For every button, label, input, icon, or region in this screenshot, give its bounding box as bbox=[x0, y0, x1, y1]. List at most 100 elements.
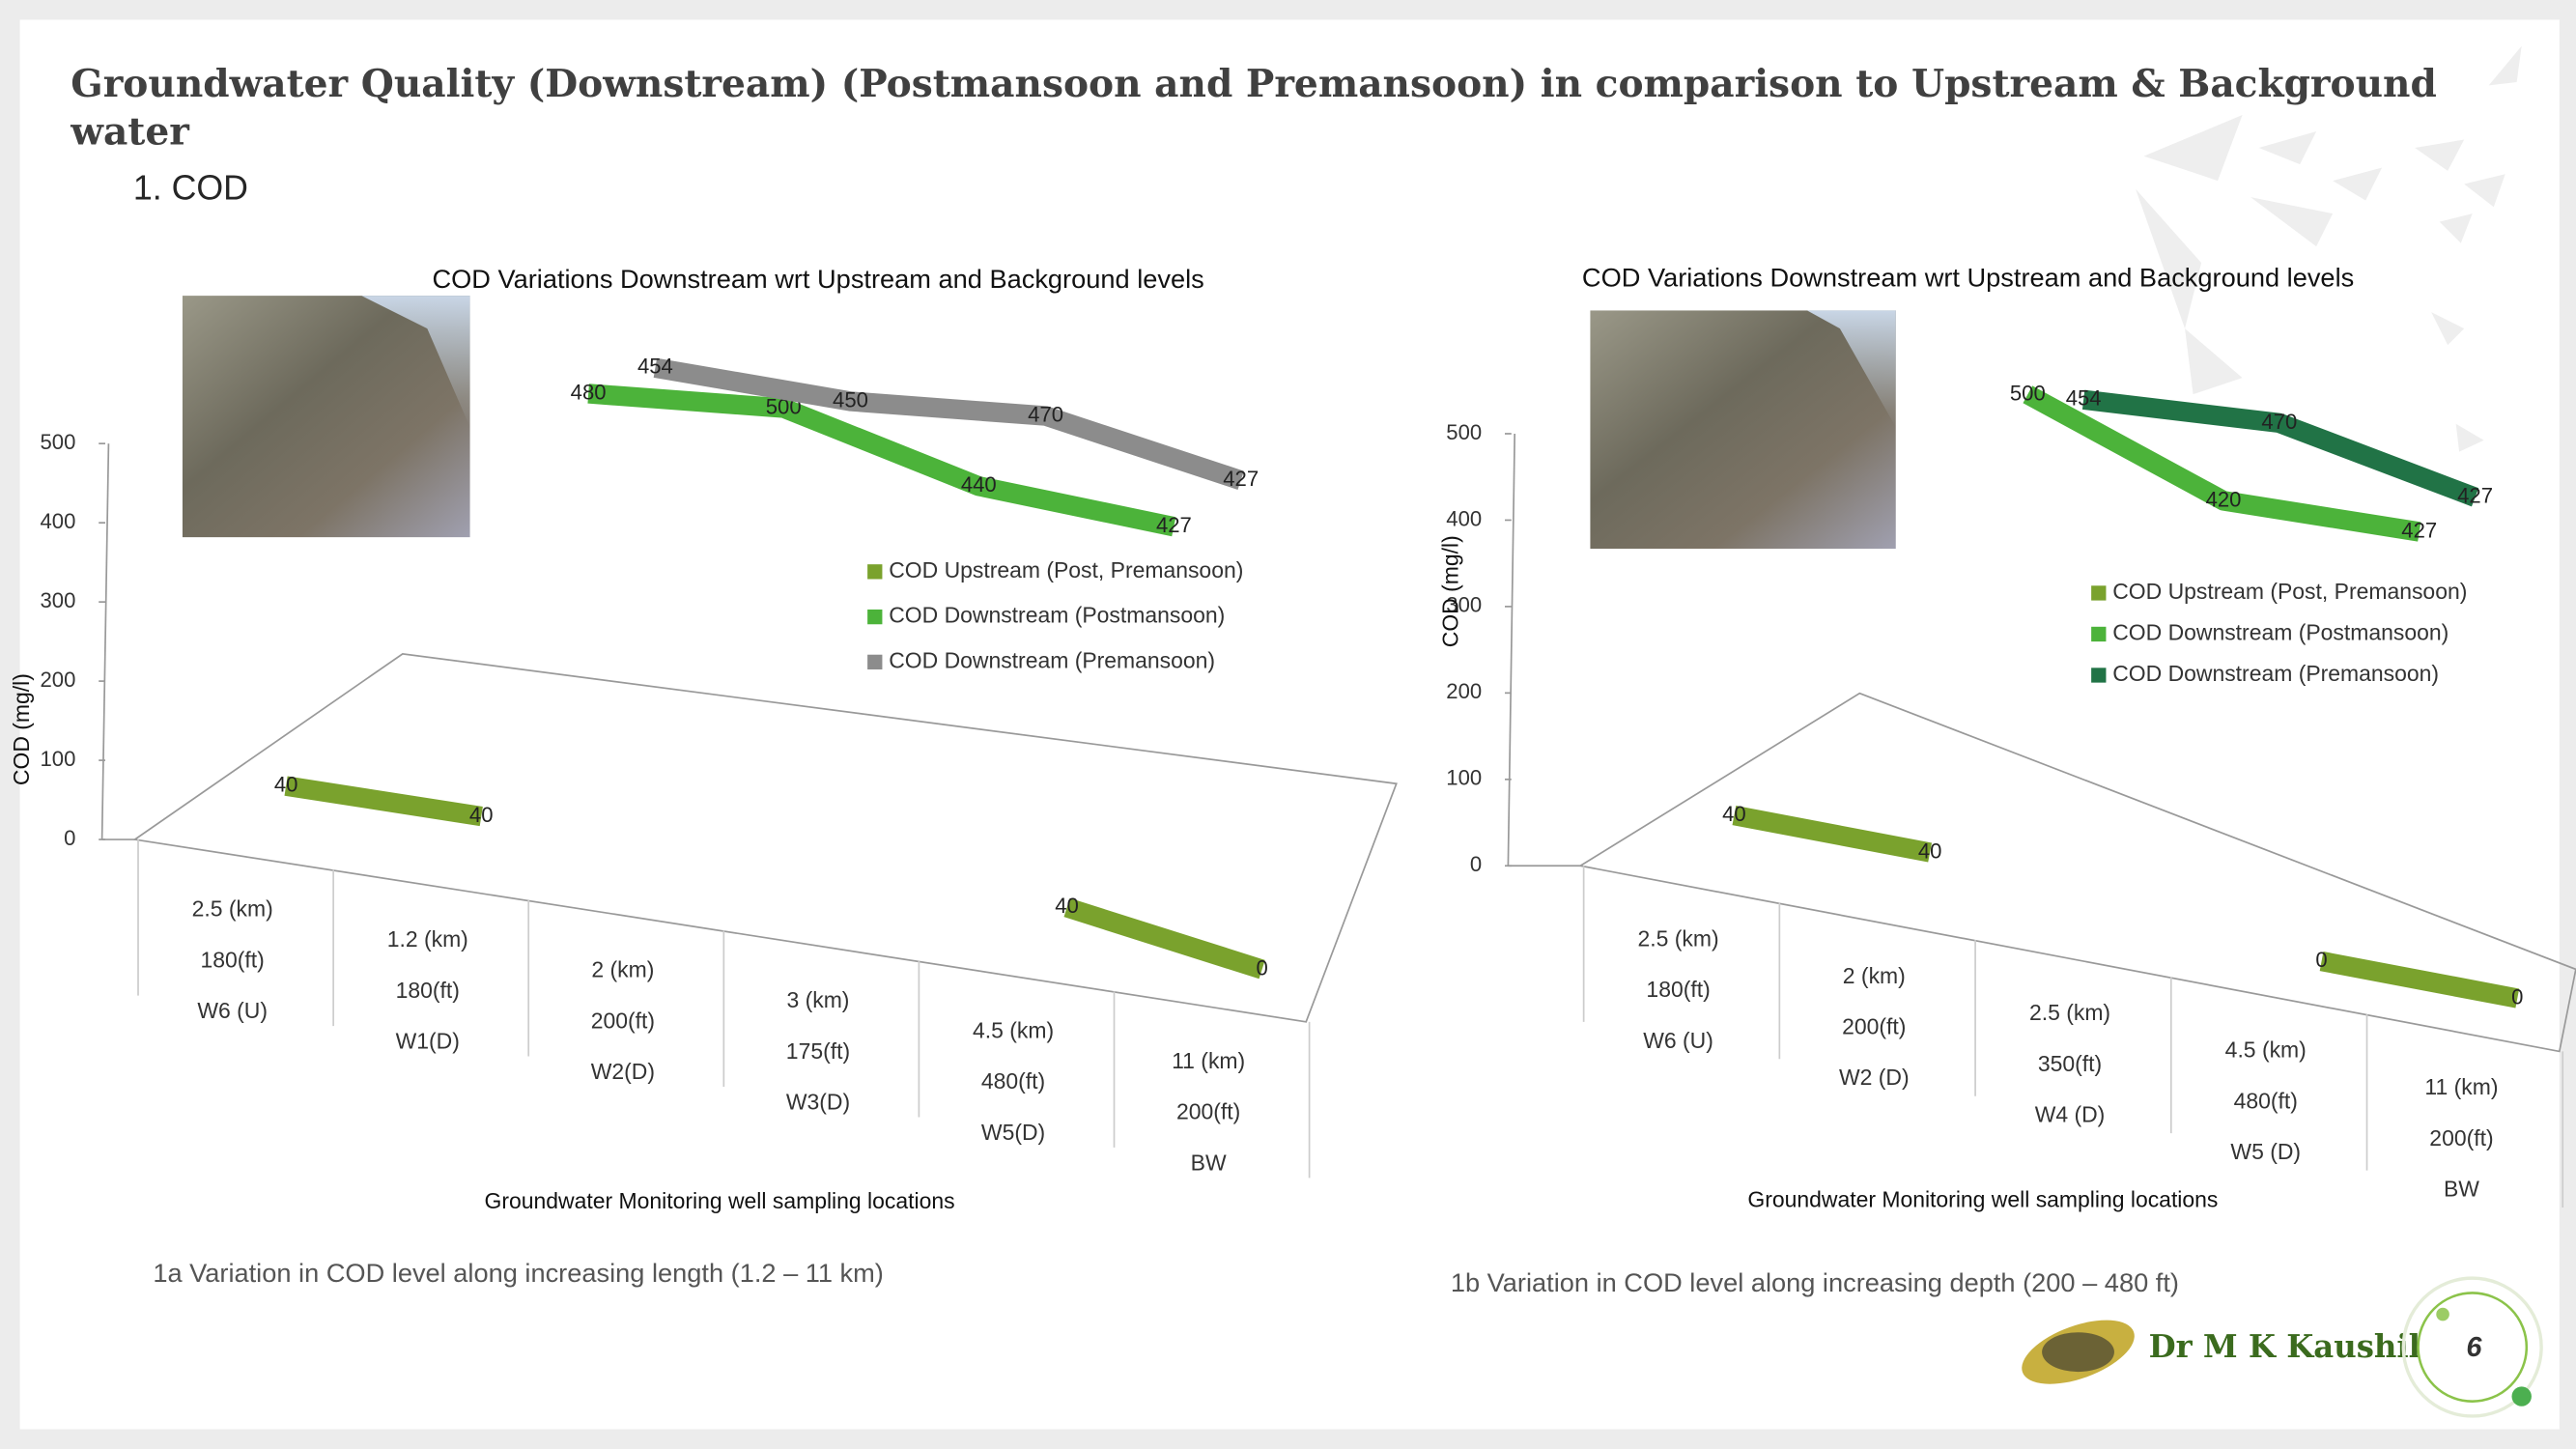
data-label: 40 bbox=[469, 803, 494, 827]
legend-swatch bbox=[2091, 668, 2107, 683]
photo bbox=[182, 296, 470, 538]
y-axis-label: COD (mg/l) bbox=[9, 673, 34, 785]
x-tick-label: BW bbox=[1191, 1150, 1227, 1175]
y-tick-label: 500 bbox=[1446, 420, 1482, 444]
legend-label: COD Downstream (Premansoon) bbox=[2112, 661, 2439, 686]
data-label: 470 bbox=[1028, 402, 1063, 426]
legend-label: COD Downstream (Postmansoon) bbox=[2112, 620, 2449, 645]
x-tick-label: 350(ft) bbox=[2038, 1051, 2102, 1076]
x-tick-label: W6 (U) bbox=[197, 998, 268, 1023]
legend-swatch bbox=[867, 609, 883, 625]
y-axis-label: COD (mg/l) bbox=[1438, 535, 1463, 647]
y-tick-label: 400 bbox=[1446, 506, 1482, 530]
legend-swatch bbox=[2091, 626, 2107, 642]
x-tick-label: 2 (km) bbox=[591, 957, 654, 982]
x-tick-label: 180(ft) bbox=[396, 978, 460, 1003]
x-tick-label: W6 (U) bbox=[1643, 1028, 1713, 1053]
y-tick-label: 100 bbox=[41, 747, 76, 771]
page-number: 6 bbox=[2466, 1332, 2482, 1363]
legend-swatch bbox=[2091, 585, 2107, 601]
data-label: 40 bbox=[1918, 838, 1942, 863]
series-ribbon bbox=[2023, 385, 2421, 542]
x-tick-label: 175(ft) bbox=[786, 1038, 850, 1064]
section-heading: 1. COD bbox=[133, 169, 248, 208]
slide-background bbox=[19, 19, 2560, 1430]
data-label: 427 bbox=[1156, 513, 1192, 537]
y-tick-label: 400 bbox=[41, 509, 76, 533]
page-badge bbox=[2401, 1276, 2543, 1418]
data-label: 40 bbox=[274, 772, 298, 796]
data-label: 454 bbox=[2066, 386, 2102, 411]
y-tick-label: 100 bbox=[1446, 766, 1482, 790]
legend-label: COD Upstream (Post, Premansoon) bbox=[2112, 579, 2467, 604]
chart-title: COD Variations Downstream wrt Upstream a… bbox=[1582, 262, 2354, 292]
data-label: 0 bbox=[2315, 948, 2327, 972]
data-label: 427 bbox=[1223, 467, 1259, 491]
x-tick-label: BW bbox=[2444, 1177, 2479, 1202]
series-ribbon bbox=[653, 357, 1244, 490]
series-ribbon bbox=[284, 776, 1265, 980]
data-label: 427 bbox=[2457, 484, 2493, 508]
x-tick-label: 4.5 (km) bbox=[973, 1018, 1054, 1043]
axis-line bbox=[100, 443, 110, 840]
data-label: 480 bbox=[571, 380, 607, 404]
x-tick-label: 480(ft) bbox=[981, 1068, 1045, 1094]
author: Dr M K Kaushik bbox=[2149, 1328, 2431, 1365]
data-label: 0 bbox=[2511, 984, 2523, 1009]
y-tick-label: 500 bbox=[41, 430, 76, 454]
legend-swatch bbox=[867, 654, 883, 670]
floor bbox=[132, 652, 1398, 1023]
logo bbox=[2022, 1320, 2135, 1384]
x-tick-label: 4.5 (km) bbox=[2225, 1037, 2307, 1063]
y-tick-label: 300 bbox=[1446, 593, 1482, 617]
x-tick-label: W1(D) bbox=[396, 1029, 460, 1054]
chart-title: COD Variations Downstream wrt Upstream a… bbox=[432, 264, 1203, 294]
x-tick-label: W5 (D) bbox=[2230, 1139, 2301, 1164]
legend-label: COD Downstream (Premansoon) bbox=[889, 647, 1215, 672]
x-tick-label: 11 (km) bbox=[2424, 1074, 2498, 1099]
axis-line bbox=[1507, 433, 1516, 867]
data-label: 427 bbox=[2401, 518, 2437, 542]
y-tick-label: 0 bbox=[64, 826, 75, 850]
slide-title: water bbox=[70, 109, 189, 154]
x-tick-label: 2.5 (km) bbox=[2029, 1000, 2110, 1025]
x-axis-label: Groundwater Monitoring well sampling loc… bbox=[1747, 1186, 2218, 1211]
x-tick-label: 3 (km) bbox=[786, 987, 849, 1012]
x-tick-label: 2 (km) bbox=[1843, 963, 1906, 988]
series-ribbon bbox=[1732, 806, 2520, 1009]
photo bbox=[1590, 310, 1896, 550]
x-tick-label: 480(ft) bbox=[2234, 1088, 2298, 1113]
caption: 1b Variation in COD level along increasi… bbox=[1451, 1267, 2179, 1297]
data-label: 470 bbox=[2261, 410, 2297, 434]
data-label: 440 bbox=[961, 472, 997, 497]
slide-title: Groundwater Quality (Downstream) (Postma… bbox=[71, 62, 2437, 106]
data-label: 500 bbox=[2010, 381, 2046, 405]
x-tick-label: W5(D) bbox=[981, 1120, 1045, 1145]
x-tick-label: 1.2 (km) bbox=[387, 926, 468, 952]
x-axis-label: Groundwater Monitoring well sampling loc… bbox=[485, 1188, 955, 1213]
x-tick-label: 11 (km) bbox=[1172, 1048, 1245, 1073]
x-tick-label: W3(D) bbox=[786, 1089, 850, 1114]
legend-swatch bbox=[867, 564, 883, 580]
y-tick-label: 0 bbox=[1470, 852, 1482, 876]
x-tick-label: 180(ft) bbox=[201, 947, 265, 972]
x-tick-label: 200(ft) bbox=[2429, 1125, 2493, 1151]
y-tick-label: 200 bbox=[1446, 679, 1482, 703]
x-tick-label: 200(ft) bbox=[1842, 1014, 1906, 1039]
data-label: 420 bbox=[2206, 487, 2242, 511]
x-tick-label: W2(D) bbox=[591, 1059, 655, 1084]
x-tick-label: 2.5 (km) bbox=[1638, 925, 1719, 951]
series-ribbon bbox=[2081, 389, 2479, 507]
x-tick-label: 180(ft) bbox=[1646, 977, 1710, 1002]
x-tick-label: W4 (D) bbox=[2035, 1102, 2106, 1127]
data-label: 454 bbox=[637, 355, 673, 379]
legend-label: COD Upstream (Post, Premansoon) bbox=[889, 557, 1243, 582]
caption: 1a Variation in COD level along increasi… bbox=[153, 1258, 884, 1288]
x-tick-label: W2 (D) bbox=[1839, 1065, 1910, 1090]
decoration bbox=[2136, 45, 2522, 452]
data-label: 450 bbox=[833, 387, 868, 412]
y-tick-label: 200 bbox=[41, 668, 76, 692]
data-label: 0 bbox=[1256, 956, 1267, 980]
x-tick-label: 200(ft) bbox=[1176, 1099, 1240, 1124]
x-tick-label: 200(ft) bbox=[591, 1008, 655, 1033]
